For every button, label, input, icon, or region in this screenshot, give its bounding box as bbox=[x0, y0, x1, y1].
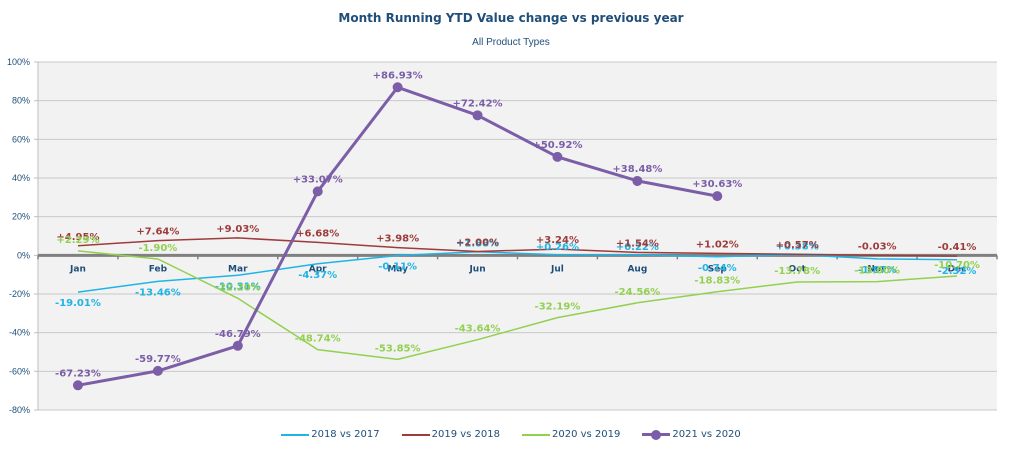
x-tick-label: Aug bbox=[627, 264, 647, 274]
y-tick-label: -40% bbox=[9, 328, 30, 338]
chart-title: Month Running YTD Value change vs previo… bbox=[338, 11, 684, 25]
data-label: -0.41% bbox=[938, 242, 977, 253]
data-label: -59.77% bbox=[135, 354, 181, 365]
data-point bbox=[152, 365, 163, 376]
data-label: +1.88% bbox=[456, 239, 499, 250]
x-tick-label: Oct bbox=[789, 264, 807, 274]
legend-label: 2018 vs 2017 bbox=[311, 428, 380, 440]
x-tick-label: Sep bbox=[708, 264, 728, 274]
data-point bbox=[392, 82, 403, 93]
data-label: +50.92% bbox=[532, 140, 582, 151]
data-label: -0.74% bbox=[698, 263, 737, 274]
data-label: +0.22% bbox=[616, 242, 659, 253]
data-label: +2.00% bbox=[456, 237, 499, 248]
legend-swatch bbox=[401, 428, 430, 440]
y-tick-label: 100% bbox=[7, 57, 30, 67]
data-label: +33.07% bbox=[293, 174, 343, 185]
x-tick-label: Jan bbox=[69, 264, 86, 274]
chart-subtitle: All Product Types bbox=[472, 37, 550, 48]
data-label: +0.26% bbox=[536, 242, 579, 253]
legend-label: 2020 vs 2019 bbox=[552, 428, 621, 440]
data-label: +9.03% bbox=[216, 224, 259, 235]
x-tick-label: Nov bbox=[867, 264, 887, 274]
data-label: -2.32% bbox=[938, 266, 977, 277]
data-label: +38.48% bbox=[612, 164, 662, 175]
data-label: -13.78% bbox=[774, 266, 820, 277]
legend-item-2019-vs-2018[interactable]: 2019 vs 2018 bbox=[401, 428, 500, 440]
data-label: -10.31% bbox=[215, 281, 261, 292]
data-point bbox=[712, 191, 723, 202]
legend-item-2018-vs-2017[interactable]: 2018 vs 2017 bbox=[281, 428, 380, 440]
data-label: -18.83% bbox=[694, 276, 740, 287]
data-point bbox=[472, 110, 483, 121]
data-label: -46.79% bbox=[215, 329, 261, 340]
y-tick-label: -80% bbox=[9, 405, 30, 415]
x-tick-label: Apr bbox=[309, 264, 327, 274]
data-label: +4.95% bbox=[56, 232, 99, 243]
y-tick-label: 40% bbox=[12, 173, 30, 183]
data-label: -13.60% bbox=[854, 266, 900, 277]
data-label: +6.68% bbox=[296, 228, 339, 239]
data-label: -10.70% bbox=[934, 260, 980, 271]
data-label: +1.54% bbox=[616, 238, 659, 249]
data-label: -0.11% bbox=[378, 262, 417, 273]
legend: 2018 vs 2017 2019 vs 2018 2020 vs 2019 2… bbox=[0, 428, 1022, 440]
data-point bbox=[312, 186, 323, 197]
y-tick-label: -60% bbox=[9, 366, 30, 376]
data-label: -43.64% bbox=[455, 324, 501, 335]
data-label: +3.24% bbox=[536, 235, 579, 246]
legend-item-2021-vs-2020[interactable]: 2021 vs 2020 bbox=[642, 428, 741, 440]
legend-swatch bbox=[281, 428, 310, 440]
data-label: -0.03% bbox=[858, 241, 897, 252]
data-label: +2.29% bbox=[56, 235, 99, 246]
legend-swatch bbox=[522, 428, 550, 440]
y-tick-label: 80% bbox=[12, 96, 30, 106]
data-label: +86.93% bbox=[373, 70, 423, 81]
x-tick-label: Jun bbox=[468, 264, 485, 274]
data-label: -24.56% bbox=[614, 287, 660, 298]
x-tick-label: Mar bbox=[228, 264, 248, 274]
data-label: -1.87% bbox=[858, 265, 897, 276]
legend-swatch bbox=[642, 428, 671, 440]
data-label: +0.57% bbox=[776, 240, 819, 251]
legend-label: 2021 vs 2020 bbox=[672, 428, 741, 440]
legend-label: 2019 vs 2018 bbox=[431, 428, 500, 440]
data-point bbox=[72, 380, 83, 391]
data-label: -53.85% bbox=[375, 343, 421, 354]
data-label: -4.37% bbox=[298, 270, 337, 281]
data-label: +3.98% bbox=[376, 234, 419, 245]
y-tick-label: 20% bbox=[12, 212, 30, 222]
y-tick-label: 60% bbox=[12, 134, 30, 144]
y-tick-label: 0% bbox=[17, 250, 30, 260]
series-line-2019-vs-2018 bbox=[77, 237, 958, 257]
data-label: +0.38% bbox=[776, 242, 819, 253]
x-tick-label: Feb bbox=[149, 264, 168, 274]
data-label: -19.01% bbox=[55, 298, 101, 309]
data-label: +1.02% bbox=[696, 239, 739, 250]
data-point bbox=[552, 151, 563, 162]
series-line-2020-vs-2019 bbox=[77, 250, 958, 361]
x-tick-label: Dec bbox=[948, 264, 967, 274]
data-label: +72.42% bbox=[453, 98, 503, 109]
data-point bbox=[232, 340, 243, 351]
data-label: -22.20% bbox=[215, 282, 261, 293]
plot-area bbox=[38, 62, 997, 410]
data-label: -1.90% bbox=[138, 243, 177, 254]
data-label: +7.64% bbox=[136, 227, 179, 238]
data-label: -32.19% bbox=[535, 302, 581, 313]
data-point bbox=[632, 175, 643, 186]
x-tick-label: May bbox=[387, 264, 408, 274]
data-label: +30.63% bbox=[692, 179, 742, 190]
y-tick-label: -20% bbox=[9, 289, 30, 299]
x-tick-label: Jul bbox=[550, 264, 564, 274]
data-label: -13.46% bbox=[135, 287, 181, 298]
series-line-2018-vs-2017 bbox=[77, 250, 958, 293]
legend-item-2020-vs-2019[interactable]: 2020 vs 2019 bbox=[522, 428, 620, 440]
data-label: -48.74% bbox=[295, 334, 341, 345]
data-label: -67.23% bbox=[55, 368, 101, 379]
